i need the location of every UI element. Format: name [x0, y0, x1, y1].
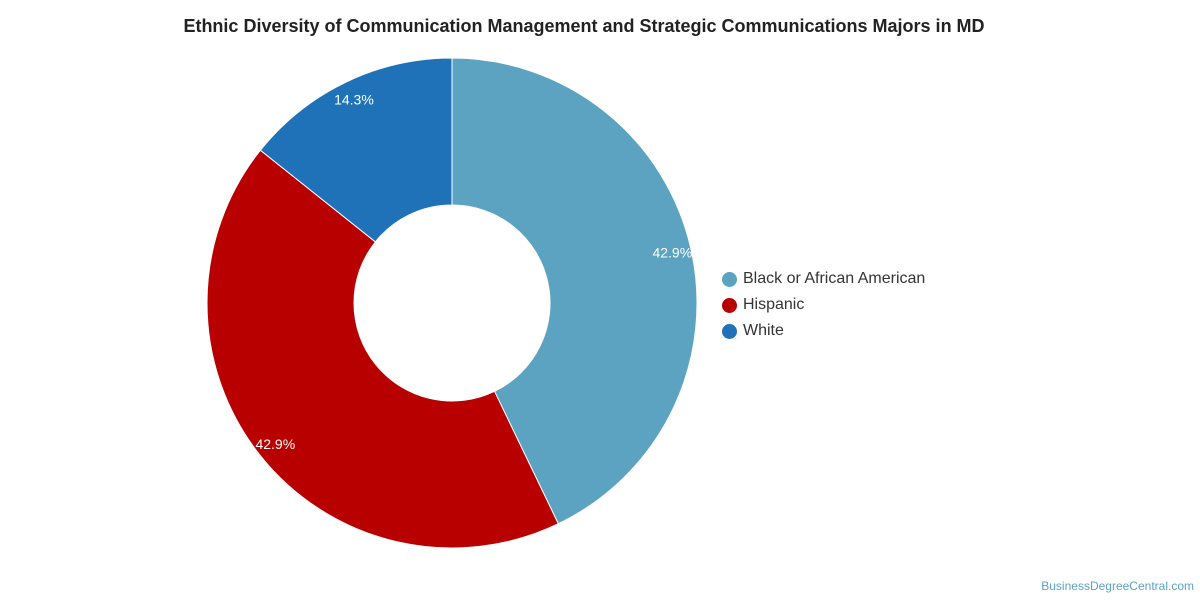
chart-title: Ethnic Diversity of Communication Manage…	[183, 16, 985, 36]
slice-value-label: 42.9%	[652, 245, 692, 261]
slices-group	[206, 57, 698, 549]
legend: Black or African American Hispanic White	[722, 266, 925, 344]
legend-item-black-or-african-american[interactable]: Black or African American	[722, 266, 925, 292]
legend-label: White	[743, 322, 784, 339]
slice-value-label: 14.3%	[334, 91, 374, 107]
slice-white[interactable]	[259, 57, 453, 243]
slice-black-or-african-american[interactable]	[451, 57, 698, 525]
legend-swatch	[722, 271, 737, 287]
slice-hispanic[interactable]	[206, 149, 559, 549]
legend-item-hispanic[interactable]: Hispanic	[722, 292, 925, 318]
legend-swatch	[722, 297, 737, 313]
legend-item-white[interactable]: White	[722, 318, 925, 344]
slice-value-label: 42.9%	[255, 436, 295, 452]
watermark[interactable]: BusinessDegreeCentral.com	[1041, 579, 1194, 593]
legend-label: Hispanic	[743, 296, 805, 313]
legend-swatch	[722, 323, 737, 339]
slice-labels-group: 42.9% 42.9% 14.3%	[255, 91, 692, 452]
legend-label: Black or African American	[743, 270, 926, 287]
